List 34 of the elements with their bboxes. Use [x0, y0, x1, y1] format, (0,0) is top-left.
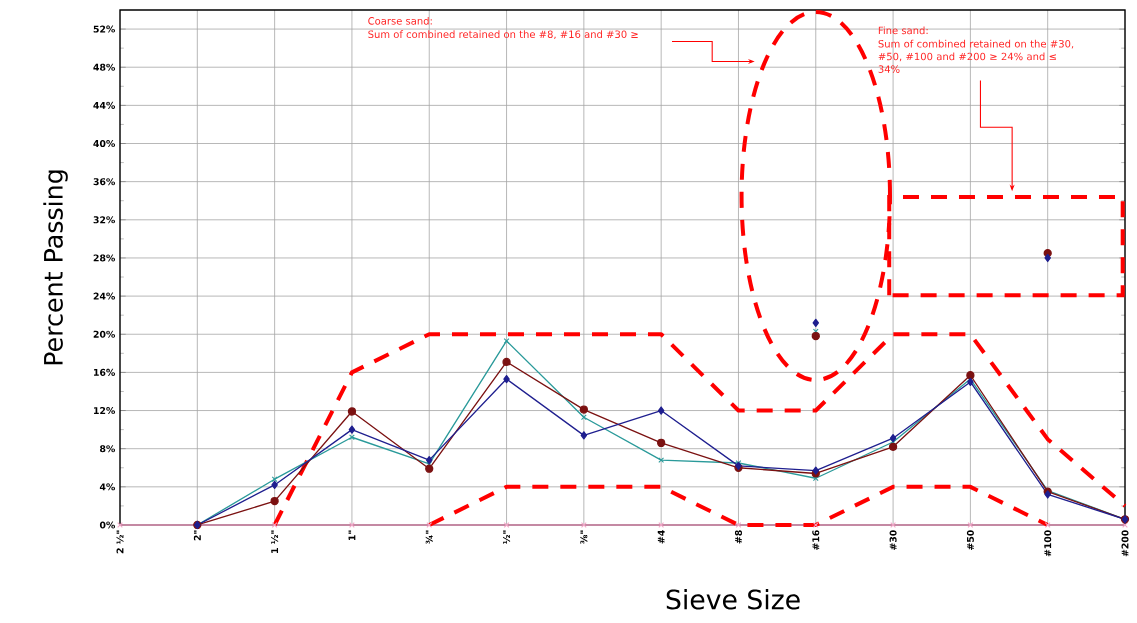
x-tick-label: 2 ½" — [116, 530, 124, 554]
x-tick-label: 1" — [348, 530, 356, 541]
annotation: Coarse sand: — [368, 16, 432, 25]
y-tick-label: 36% — [93, 178, 116, 186]
x-tick-label: #4 — [657, 530, 665, 544]
x-axis-title: Sieve Size — [666, 588, 800, 610]
y-tick-label: 8% — [100, 445, 115, 453]
y-tick-label: 32% — [93, 216, 116, 224]
x-tick-label: #30 — [889, 530, 897, 550]
x-tick-label: ¾" — [425, 530, 433, 544]
y-tick-label: 44% — [93, 101, 116, 109]
y-tick-label: 16% — [94, 368, 116, 376]
x-tick-label: #50 — [966, 530, 974, 550]
x-tick-label: ½" — [503, 530, 511, 544]
x-tick-label: #200 — [1121, 530, 1129, 557]
annotation: Sum of combined retained on the #30, #50, #100 and #200 ≥ 24% and ≤ 34% — [878, 39, 1074, 73]
x-tick-label: #100 — [1044, 530, 1052, 557]
y-tick-label: 28% — [93, 254, 116, 262]
y-tick-label: 40% — [93, 139, 116, 148]
y-tick-label: 0% — [99, 521, 115, 529]
y-tick-label: 24% — [93, 292, 116, 300]
y-tick-label: 48% — [93, 63, 116, 71]
annotation: Fine sand: — [878, 26, 928, 35]
annotation: Sum of combined retained on the #8, #16 and #30 ≥ — [368, 30, 638, 40]
y-tick-label: 4% — [99, 483, 115, 491]
x-tick-label: #8 — [734, 530, 742, 544]
y-tick-label: 52% — [93, 25, 116, 33]
x-tick-label: #16 — [812, 530, 820, 550]
y-tick-label: 12% — [94, 407, 116, 415]
y-tick-label: 20% — [93, 330, 116, 338]
y-axis-title: Percent Passing — [43, 170, 68, 365]
x-tick-label: 1 ½" — [271, 530, 279, 553]
x-tick-label: ⅜" — [580, 530, 588, 544]
x-tick-label: 2" — [193, 530, 201, 541]
